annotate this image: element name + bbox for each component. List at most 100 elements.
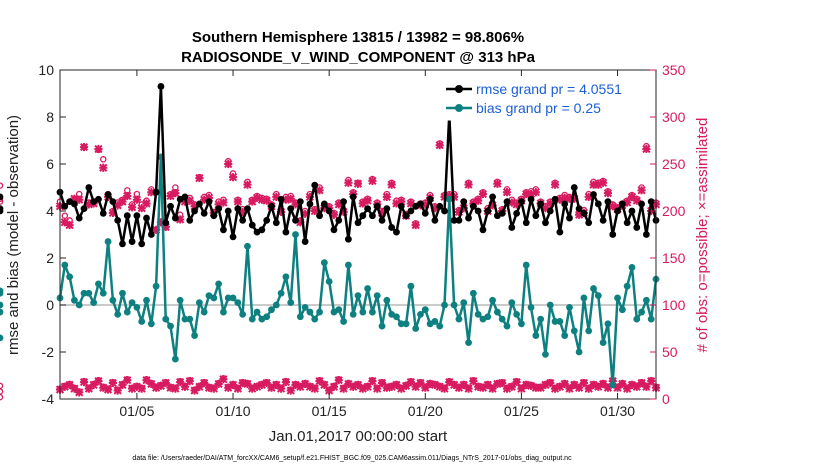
- bias-data-point: [344, 261, 352, 269]
- obs-assimilated-marker: [166, 383, 175, 392]
- obs-assimilated-marker: [599, 379, 608, 389]
- bias-data-point: [162, 315, 170, 323]
- rmse-data-point: [633, 224, 641, 231]
- obs-assimilated-marker: [565, 384, 574, 393]
- y2-axis-label: # of obs: o=possible; ×=assimilated: [694, 118, 711, 353]
- rmse-data-point: [263, 217, 271, 224]
- obs-assimilated-marker: [94, 144, 103, 154]
- bias-data-point: [287, 299, 295, 307]
- obs-assimilated-marker: [132, 195, 142, 204]
- obs-assimilated-marker: [233, 197, 242, 206]
- obs-assimilated-marker: [454, 207, 464, 217]
- rmse-data-point: [594, 200, 602, 208]
- bias-data-point: [80, 289, 88, 297]
- rmse-data-point: [378, 217, 386, 224]
- obs-assimilated-marker: [224, 383, 233, 392]
- rmse-data-point: [205, 198, 213, 206]
- legend-bias-label: bias grand pr = 0.25: [476, 100, 601, 116]
- bias-data-point: [397, 320, 405, 328]
- rmse-data-point: [469, 202, 477, 210]
- bias-data-point: [590, 285, 597, 292]
- rmse-data-point: [402, 212, 410, 220]
- obs-assimilated-marker: [339, 207, 348, 217]
- obs-assimilated-marker: [425, 379, 435, 389]
- obs-assimilated-marker: [397, 197, 406, 206]
- bias-data-point: [296, 313, 304, 321]
- obs-assimilated-marker: [507, 198, 516, 207]
- bias-data-point: [349, 311, 357, 318]
- rmse-data-point: [383, 205, 391, 213]
- obs-assimilated-marker: [70, 194, 79, 203]
- rmse-data-point: [570, 184, 578, 191]
- obs-assimilated-marker: [406, 377, 415, 387]
- obs-assimilated-marker: [301, 379, 310, 389]
- bias-data-point: [369, 308, 376, 316]
- rmse-data-point: [628, 207, 636, 215]
- rmse-data-point: [561, 200, 569, 208]
- rmse-data-point: [508, 224, 516, 231]
- obs-assimilated-marker: [219, 198, 228, 207]
- rmse-data-point: [143, 214, 150, 222]
- obs-assimilated-marker: [228, 173, 238, 182]
- y2-tick-label: 200: [662, 203, 686, 219]
- bias-data-point: [638, 308, 645, 316]
- obs-assimilated-marker: [79, 142, 89, 152]
- bias-data-point: [66, 273, 74, 281]
- obs-assimilated-marker: [65, 380, 74, 390]
- bias-data-point: [493, 308, 501, 316]
- x-tick-label: 01/10: [216, 403, 251, 419]
- rmse-data-point: [220, 226, 227, 234]
- x-tick-label: 01/25: [504, 403, 539, 419]
- obs-assimilated-marker: [536, 383, 545, 392]
- bias-data-point: [623, 282, 631, 290]
- obs-assimilated-marker: [411, 382, 420, 391]
- bias-data-point: [104, 238, 112, 245]
- series-layer: [0, 83, 660, 389]
- obs-assimilated-marker: [200, 378, 209, 388]
- obs-assimilated-marker: [185, 377, 194, 386]
- bias-data-point: [417, 311, 424, 318]
- bias-data-point: [277, 289, 285, 297]
- obs-assimilated-marker: [387, 382, 396, 391]
- obs-assimilated-marker: [152, 383, 161, 392]
- bias-data-point: [215, 280, 223, 288]
- obs-assimilated-marker: [522, 380, 531, 390]
- bias-data-point: [628, 264, 636, 271]
- obs-assimilated-marker: [541, 380, 550, 390]
- obs-assimilated-marker: [546, 199, 555, 208]
- obs-assimilated-marker: [60, 218, 69, 227]
- bias-data-point: [186, 315, 194, 323]
- obs-assimilated-marker: [166, 191, 175, 201]
- obs-assimilated-marker: [320, 204, 329, 213]
- obs-assimilated-marker: [296, 382, 305, 391]
- obs-assimilated-marker: [522, 189, 531, 199]
- bias-data-point: [455, 315, 463, 323]
- bias-data-point: [263, 313, 271, 321]
- bias-data-point: [561, 332, 569, 339]
- obs-assimilated-marker: [262, 196, 271, 205]
- bias-data-point: [551, 318, 559, 325]
- y2-tick-label: 300: [662, 109, 686, 125]
- obs-assimilated-marker: [618, 379, 627, 389]
- bias-data-point: [642, 296, 650, 304]
- rmse-data-point: [614, 207, 621, 215]
- obs-assimilated-marker: [526, 189, 536, 199]
- bias-data-point: [421, 306, 429, 314]
- obs-assimilated-marker: [137, 204, 146, 213]
- obs-assimilated-marker: [272, 192, 281, 202]
- bias-data-point: [373, 292, 381, 299]
- obs-assimilated-marker: [421, 200, 430, 209]
- obs-assimilated-marker: [84, 384, 93, 393]
- rmse-data-point: [421, 209, 429, 217]
- y-tick-label: 0: [46, 297, 54, 313]
- bias-data-point: [518, 320, 525, 328]
- obs-assimilated-marker: [185, 196, 194, 205]
- obs-assimilated-marker: [200, 195, 209, 204]
- obs-assimilated-marker: [560, 193, 569, 202]
- obs-assimilated-marker: [594, 382, 603, 391]
- obs-assimilated-marker: [627, 380, 637, 390]
- rmse-data-point: [114, 217, 122, 224]
- rmse-data-point: [306, 200, 314, 208]
- obs-assimilated-marker: [637, 186, 646, 195]
